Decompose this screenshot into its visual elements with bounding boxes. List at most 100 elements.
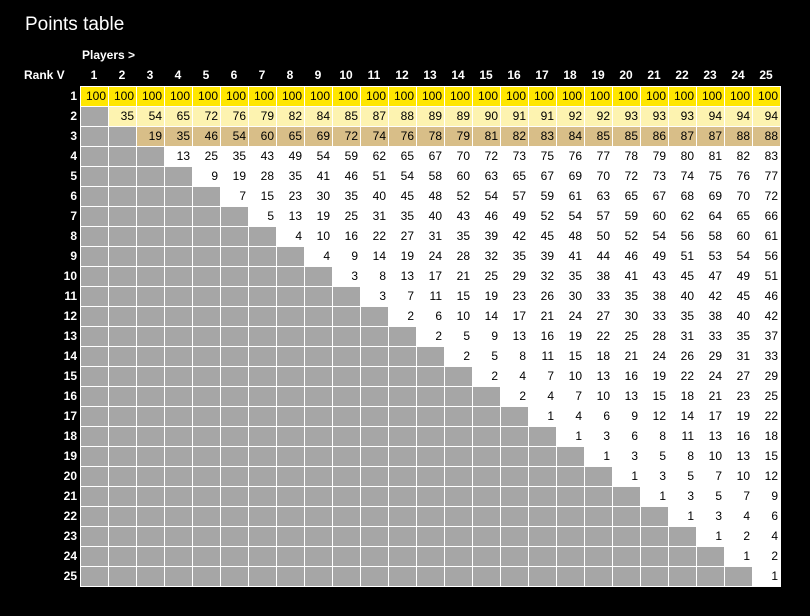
table-cell-points: 69 <box>557 167 584 186</box>
table-cell-points: 4 <box>557 407 584 426</box>
table-cell-empty <box>81 567 108 586</box>
table-cell-empty <box>137 427 164 446</box>
table-cell-points: 39 <box>473 227 500 246</box>
table-cell-points: 87 <box>361 107 388 126</box>
table-cell-empty <box>669 567 696 586</box>
table-cell-points: 40 <box>417 207 444 226</box>
table-cell-empty <box>361 347 388 366</box>
points-table-grid: 100 100 100 100 100 100 100 100 100 100 100 100 100 1… <box>80 86 781 587</box>
table-cell-empty <box>81 547 108 566</box>
table-cell-points: 13 <box>725 447 752 466</box>
table-cell-points: 37 <box>753 327 780 346</box>
table-cell-points: 75 <box>697 167 724 186</box>
table-cell-empty <box>697 567 724 586</box>
table-cell-empty <box>473 427 500 446</box>
table-cell-empty <box>165 467 192 486</box>
table-cell-empty <box>417 387 444 406</box>
table-cell-points: 60 <box>249 127 276 146</box>
table-cell-empty <box>193 487 220 506</box>
table-cell-empty <box>417 487 444 506</box>
table-cell-empty <box>137 387 164 406</box>
table-cell-points: 15 <box>445 287 472 306</box>
table-cell-empty <box>333 327 360 346</box>
table-cell-points: 21 <box>529 307 556 326</box>
table-cell-empty <box>417 367 444 386</box>
table-cell-points: 49 <box>641 247 668 266</box>
table-cell-points: 72 <box>613 167 640 186</box>
table-cell-empty <box>137 507 164 526</box>
table-cell-points: 50 <box>585 227 612 246</box>
row-header-rank: 12 <box>63 309 77 323</box>
table-cell-points: 33 <box>641 307 668 326</box>
table-cell-points: 88 <box>753 127 780 146</box>
table-cell-points: 33 <box>585 287 612 306</box>
table-cell-points: 100 <box>221 87 248 106</box>
table-cell-points: 100 <box>473 87 500 106</box>
table-cell-empty <box>333 347 360 366</box>
table-cell-points: 8 <box>669 447 696 466</box>
table-cell-points: 91 <box>501 107 528 126</box>
table-cell-empty <box>501 507 528 526</box>
table-cell-empty <box>221 287 248 306</box>
table-cell-points: 1 <box>529 407 556 426</box>
table-cell-points: 13 <box>697 427 724 446</box>
table-cell-empty <box>277 467 304 486</box>
table-cell-empty <box>305 547 332 566</box>
table-cell-empty <box>445 447 472 466</box>
table-cell-points: 33 <box>753 347 780 366</box>
table-cell-empty <box>389 447 416 466</box>
table-cell-empty <box>361 387 388 406</box>
table-cell-points: 42 <box>753 307 780 326</box>
table-cell-empty <box>305 527 332 546</box>
table-cell-points: 27 <box>585 307 612 326</box>
table-cell-points: 60 <box>445 167 472 186</box>
column-header-player: 1 <box>90 68 98 82</box>
column-header-player: 6 <box>230 68 238 82</box>
table-cell-points: 67 <box>529 167 556 186</box>
row-header-rank: 14 <box>63 349 77 363</box>
table-cell-points: 5 <box>249 207 276 226</box>
table-cell-points: 15 <box>249 187 276 206</box>
table-cell-empty <box>193 267 220 286</box>
table-cell-points: 64 <box>697 207 724 226</box>
table-cell-points: 35 <box>725 327 752 346</box>
table-cell-points: 22 <box>585 327 612 346</box>
table-cell-points: 5 <box>697 487 724 506</box>
table-cell-empty <box>137 227 164 246</box>
table-cell-points: 65 <box>389 147 416 166</box>
table-cell-empty <box>109 207 136 226</box>
table-cell-points: 90 <box>473 107 500 126</box>
table-cell-empty <box>361 527 388 546</box>
table-cell-points: 35 <box>221 147 248 166</box>
table-cell-empty <box>473 567 500 586</box>
table-cell-points: 8 <box>641 427 668 446</box>
table-cell-points: 1 <box>557 427 584 446</box>
table-cell-empty <box>305 507 332 526</box>
table-cell-points: 35 <box>669 307 696 326</box>
table-cell-points: 88 <box>725 127 752 146</box>
table-cell-empty <box>81 407 108 426</box>
table-cell-empty <box>277 287 304 306</box>
table-cell-points: 84 <box>557 127 584 146</box>
table-cell-points: 2 <box>725 527 752 546</box>
table-cell-points: 25 <box>613 327 640 346</box>
table-cell-points: 54 <box>137 107 164 126</box>
table-cell-points: 29 <box>697 347 724 366</box>
table-cell-empty <box>669 547 696 566</box>
row-header-rank: 22 <box>63 509 77 523</box>
table-cell-points: 19 <box>641 367 668 386</box>
table-cell-empty <box>137 407 164 426</box>
table-cell-points: 44 <box>585 247 612 266</box>
table-cell-points: 100 <box>389 87 416 106</box>
table-cell-points: 72 <box>753 187 780 206</box>
table-cell-points: 21 <box>445 267 472 286</box>
table-cell-empty <box>249 467 276 486</box>
table-cell-points: 65 <box>725 207 752 226</box>
table-cell-empty <box>109 167 136 186</box>
table-cell-points: 23 <box>725 387 752 406</box>
table-cell-points: 2 <box>501 387 528 406</box>
table-cell-empty <box>473 527 500 546</box>
table-cell-points: 43 <box>249 147 276 166</box>
table-cell-points: 10 <box>725 467 752 486</box>
column-header-player: 22 <box>675 68 689 82</box>
